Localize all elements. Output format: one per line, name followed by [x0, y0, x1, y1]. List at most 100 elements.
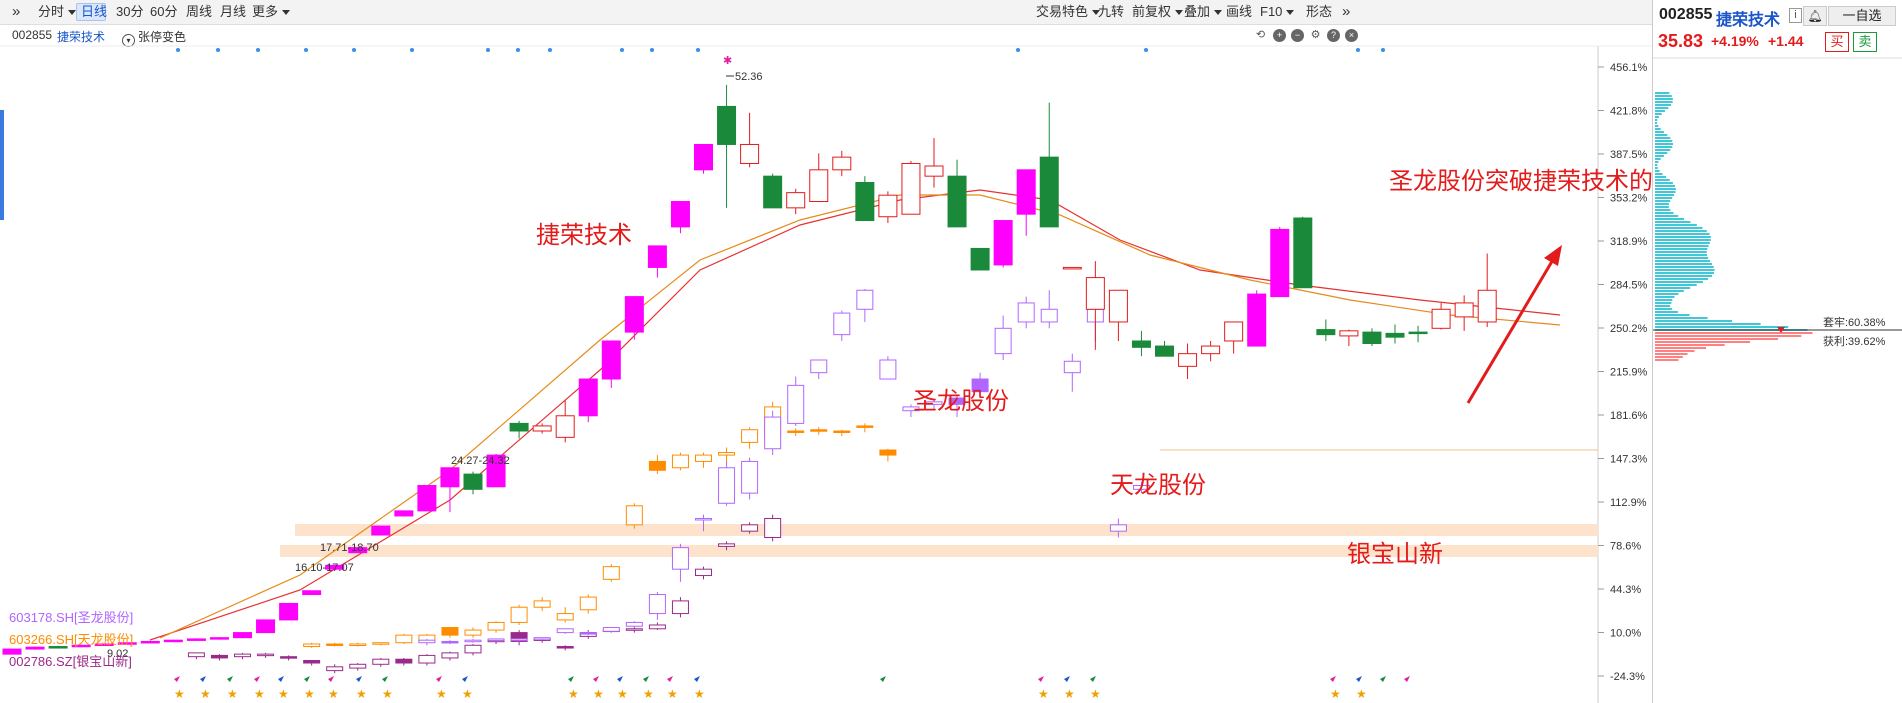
close-icon[interactable]: ×: [1345, 29, 1358, 42]
chip-bar: [1655, 188, 1676, 190]
period-tab-monthly[interactable]: 月线: [220, 4, 247, 19]
overlay-candle-shenglong: [625, 621, 643, 627]
zoom-in-icon[interactable]: +: [1273, 29, 1286, 42]
chip-bar: [1655, 134, 1668, 136]
overlay-candle-tianlong: [510, 606, 528, 623]
period-tab-daily[interactable]: 日线: [76, 3, 107, 21]
stock-code: 002855: [12, 28, 53, 42]
main-candle: [647, 245, 667, 268]
chip-bar: [1655, 314, 1690, 316]
overlay-candle-tianlong: [395, 634, 413, 644]
breakout-arrow: [1466, 257, 1556, 404]
star-marker-icon: ★: [254, 687, 265, 701]
chip-bar: [1655, 137, 1671, 139]
chip-bar: [1655, 299, 1673, 301]
pattern-button[interactable]: 形态: [1306, 4, 1333, 19]
chip-bar: [1655, 320, 1733, 322]
adjust-dropdown[interactable]: 前复权: [1128, 3, 1187, 21]
signal-flag-icon: [254, 676, 260, 682]
panel-stock-name[interactable]: 捷荣技术: [1716, 12, 1781, 29]
info-icon[interactable]: i: [1789, 8, 1802, 23]
y-axis-label: 421.8%: [1610, 106, 1648, 118]
overlay-candle-shenglong: [1040, 308, 1058, 323]
signal-dot: [304, 48, 308, 52]
overlay-candle-shenglong: [487, 638, 505, 641]
main-candle: [1293, 217, 1313, 289]
cost-marker-icon: [1777, 327, 1785, 333]
chip-bar: [1655, 176, 1667, 178]
overlay-candle-shenglong: [810, 359, 828, 374]
period-tab-30min[interactable]: 30分: [116, 4, 144, 19]
overlay-candle-tianlong: [464, 629, 482, 636]
signal-flag-icon: [643, 676, 649, 682]
overlay-candle-yinbaoshanxin: [395, 658, 413, 664]
signal-dot: [620, 48, 624, 52]
main-candle: [901, 162, 921, 215]
signal-flag-icon: [1090, 676, 1096, 682]
overlay-candle-tianlong: [533, 600, 551, 608]
signal-flag-icon: [568, 676, 574, 682]
main-candle: [694, 143, 713, 171]
period-tab-weekly[interactable]: 周线: [186, 4, 213, 19]
overlay-candle-shenglong: [764, 416, 782, 450]
overlay-candle-shenglong: [1063, 360, 1081, 374]
period-tab-60min[interactable]: 60分: [150, 4, 178, 19]
nine-turn-button[interactable]: 九转: [1098, 4, 1125, 19]
kline-chart[interactable]: 456.1% 421.8% 387.5% 353.2% 318.9% 284.5% 250.…: [0, 0, 1652, 703]
overlay-candle-tianlong: [879, 449, 897, 456]
add-favorite-button[interactable]: 一自选: [1828, 6, 1896, 26]
main-candle: [1316, 329, 1336, 336]
main-candle: [71, 644, 91, 648]
signal-dot: [176, 48, 180, 52]
overlay-candle-tianlong: [718, 452, 736, 456]
chip-bar: [1655, 248, 1708, 250]
signal-flag-icon: [1356, 676, 1362, 682]
annotation-shenglong: 圣龙股份: [913, 388, 1009, 415]
main-candle: [117, 642, 137, 645]
main-candle: [1270, 228, 1290, 298]
overlay-candle-tianlong: [349, 643, 367, 646]
collapse-double-chevron-icon[interactable]: »: [12, 3, 21, 20]
bell-icon[interactable]: 🔔︎: [1803, 6, 1827, 26]
star-marker-icon: ★: [1330, 687, 1341, 701]
overlay-candle-yinbaoshanxin: [234, 653, 251, 658]
chip-bar: [1655, 92, 1670, 94]
chip-bar: [1655, 140, 1673, 142]
f10-dropdown[interactable]: F10: [1256, 3, 1298, 21]
main-candle: [555, 415, 575, 438]
draw-line-button[interactable]: 画线: [1226, 4, 1253, 19]
legend-tianlong: 603266.SH[天龙股份]: [9, 632, 133, 647]
help-icon[interactable]: ?: [1327, 29, 1340, 42]
main-candle: [371, 525, 391, 536]
overlay-candle-tianlong: [556, 613, 574, 621]
y-axis-label: -24.3%: [1610, 671, 1645, 683]
refresh-icon[interactable]: ⟲: [1255, 29, 1266, 41]
chip-bar: [1655, 104, 1672, 106]
chip-bar: [1655, 119, 1658, 121]
star-marker-icon: ★: [593, 687, 604, 701]
chip-bar: [1655, 122, 1658, 124]
signal-dot: [486, 48, 490, 52]
sell-button[interactable]: 卖: [1853, 32, 1877, 52]
overlay-dropdown[interactable]: 叠加: [1180, 3, 1226, 21]
y-axis-label: 78.6%: [1610, 541, 1641, 553]
zoom-out-icon[interactable]: −: [1291, 29, 1304, 42]
main-candle: [763, 175, 783, 209]
settings-icon[interactable]: ⚙: [1310, 29, 1321, 41]
chip-bar: [1655, 293, 1679, 295]
buy-button[interactable]: 买: [1825, 32, 1849, 52]
overlay-candle-yinbaoshanxin: [718, 543, 736, 547]
period-dropdown-more[interactable]: 更多: [248, 3, 294, 21]
main-candle: [1385, 332, 1405, 338]
chart-toolbar: » 分时 日线 30分 60分 周线 月线 更多 交易特色 九转 前复权 叠加 …: [0, 0, 1652, 25]
panel-double-chevron-icon[interactable]: »: [1342, 3, 1351, 20]
overlay-candle-tianlong: [856, 425, 874, 428]
moving-average-line: [149, 189, 1561, 641]
star-marker-icon: ★: [227, 687, 238, 701]
stock-name[interactable]: 捷荣技术: [57, 30, 106, 44]
period-dropdown-minute[interactable]: 分时: [34, 3, 80, 21]
overlay-candle-tianlong: [326, 643, 344, 646]
trade-feature-dropdown[interactable]: 交易特色: [1032, 3, 1104, 21]
chip-bar: [1655, 113, 1662, 115]
price-range-label: 24.27-24.32: [451, 455, 510, 467]
